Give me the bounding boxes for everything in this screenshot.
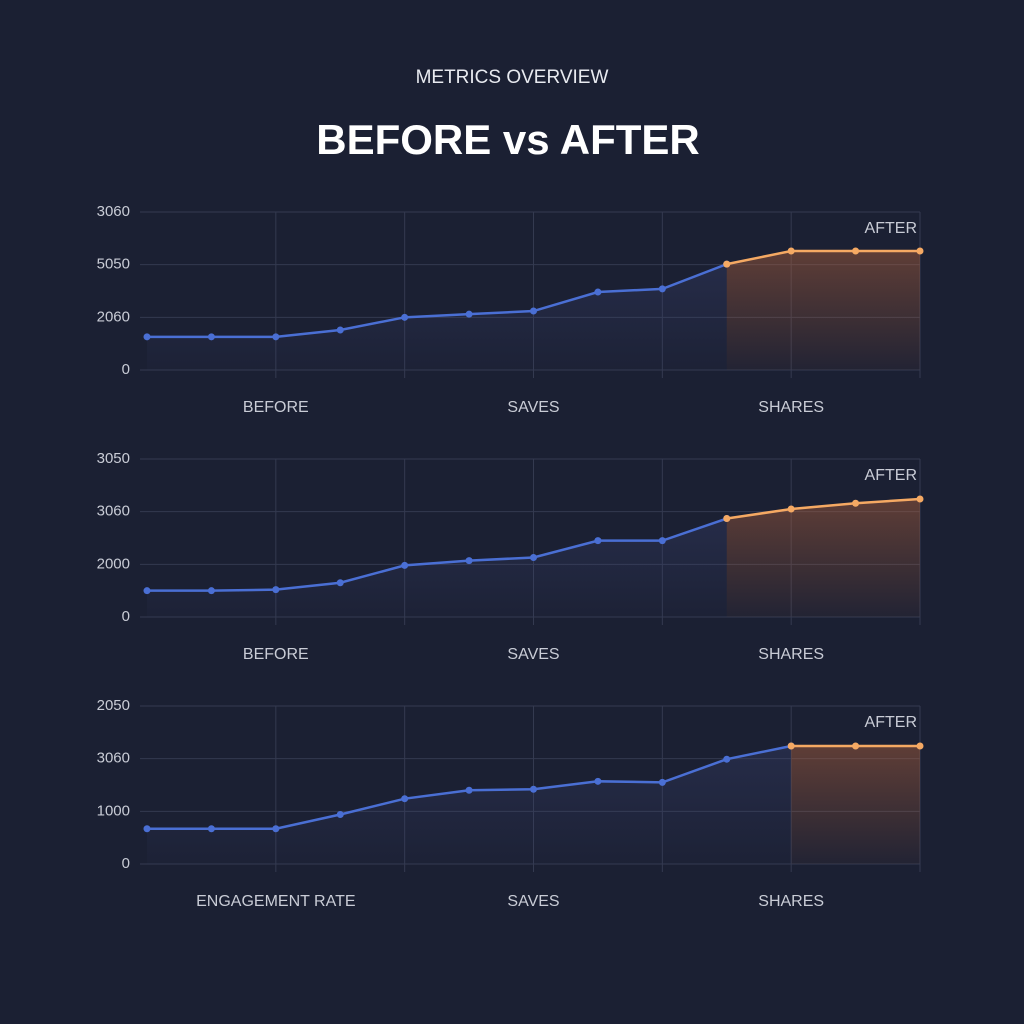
point bbox=[336, 810, 344, 818]
point bbox=[916, 495, 924, 503]
y-tick-label: 2050 bbox=[97, 697, 130, 714]
point bbox=[852, 499, 860, 507]
subtitle: METRICS OVERVIEW bbox=[416, 67, 609, 88]
point bbox=[207, 333, 215, 341]
x-tick-label: SHARES bbox=[758, 893, 824, 910]
x-tick-label: BEFORE bbox=[243, 399, 309, 416]
point bbox=[723, 515, 731, 523]
area bbox=[147, 264, 727, 370]
line bbox=[726, 497, 921, 520]
y-tick-label: 2000 bbox=[97, 555, 130, 572]
area bbox=[147, 518, 727, 617]
y-tick-label: 3060 bbox=[97, 203, 130, 220]
point bbox=[336, 326, 344, 334]
line bbox=[147, 262, 728, 339]
y-tick-label: 0 bbox=[122, 608, 130, 625]
area bbox=[726, 250, 920, 370]
x-tick-label: SAVES bbox=[507, 399, 559, 416]
point bbox=[852, 247, 860, 255]
x-tick-label: SHARES bbox=[758, 399, 824, 416]
x-tick-label: SAVES bbox=[507, 893, 559, 910]
point bbox=[594, 288, 602, 296]
line bbox=[147, 517, 728, 592]
y-tick-label: 1000 bbox=[97, 802, 130, 819]
point bbox=[787, 742, 795, 750]
y-tick-label: 3060 bbox=[97, 503, 130, 520]
point bbox=[530, 553, 537, 561]
annotation: AFTER bbox=[865, 467, 917, 484]
point bbox=[207, 825, 215, 833]
x-tick-label: ENGAGEMENT RATE bbox=[196, 893, 355, 910]
point bbox=[143, 825, 151, 833]
point bbox=[658, 285, 666, 293]
point bbox=[916, 247, 924, 255]
x-tick-label: SAVES bbox=[507, 646, 559, 663]
area bbox=[726, 499, 920, 617]
point bbox=[530, 307, 537, 315]
y-tick-label: 3060 bbox=[97, 750, 130, 767]
line bbox=[726, 249, 920, 266]
y-tick-label: 5050 bbox=[97, 256, 130, 273]
point bbox=[723, 755, 731, 763]
y-tick-label: 0 bbox=[122, 855, 130, 872]
point bbox=[272, 825, 280, 833]
point bbox=[272, 333, 280, 341]
point bbox=[787, 247, 795, 255]
point bbox=[658, 537, 666, 545]
y-tick-label: 0 bbox=[122, 361, 130, 378]
title: BEFORE vs AFTER bbox=[316, 116, 700, 163]
y-tick-label: 3050 bbox=[97, 450, 130, 467]
x-tick-label: SHARES bbox=[758, 646, 824, 663]
x-tick-label: BEFORE bbox=[243, 646, 309, 663]
area bbox=[147, 746, 792, 864]
point bbox=[594, 537, 602, 545]
point bbox=[658, 778, 666, 786]
point bbox=[143, 587, 151, 595]
point bbox=[272, 586, 280, 594]
point bbox=[787, 505, 795, 513]
annotation: AFTER bbox=[865, 714, 917, 731]
point bbox=[465, 557, 473, 565]
point bbox=[594, 777, 602, 785]
point bbox=[852, 742, 860, 750]
point bbox=[530, 785, 537, 793]
area bbox=[791, 746, 920, 864]
point bbox=[723, 260, 731, 268]
point bbox=[916, 742, 924, 750]
point bbox=[401, 795, 409, 803]
point bbox=[465, 786, 473, 794]
point bbox=[465, 310, 473, 318]
point bbox=[207, 587, 215, 595]
point bbox=[336, 579, 344, 587]
y-tick-label: 2060 bbox=[97, 308, 130, 325]
annotation: AFTER bbox=[865, 220, 917, 237]
point bbox=[401, 561, 409, 569]
point bbox=[143, 333, 151, 341]
point bbox=[401, 313, 409, 321]
